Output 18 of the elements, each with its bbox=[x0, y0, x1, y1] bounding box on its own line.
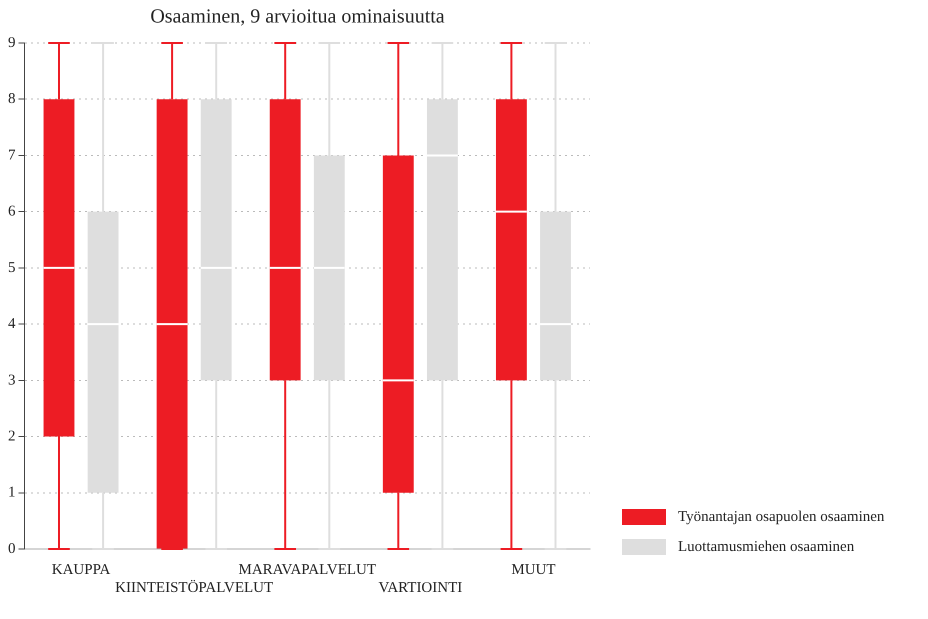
x-tick-label: KIINTEISTÖPALVELUT bbox=[115, 578, 274, 596]
legend-label: Työnantajan osapuolen osaaminen bbox=[678, 508, 884, 526]
y-tick-label: 2 bbox=[8, 428, 16, 444]
y-tick-label: 4 bbox=[8, 316, 16, 332]
x-tick-label: KAUPPA bbox=[52, 562, 111, 578]
x-tick-label: VARTIOINTI bbox=[378, 580, 462, 596]
y-tick-label: 1 bbox=[8, 484, 16, 501]
y-tick-label: 3 bbox=[8, 372, 16, 388]
y-tick-label: 7 bbox=[8, 147, 16, 164]
x-tick-label: MARAVAPALVELUT bbox=[238, 562, 376, 578]
legend-label: Luottamusmiehen osaaminen bbox=[678, 538, 854, 556]
x-tick-label: MUUT bbox=[511, 562, 556, 578]
chart-title: Osaaminen, 9 arvioitua ominaisuutta bbox=[150, 5, 445, 28]
y-tick-label: 8 bbox=[8, 91, 16, 108]
y-tick-label: 6 bbox=[8, 204, 16, 220]
y-tick-label: 9 bbox=[8, 34, 16, 51]
y-tick-label: 0 bbox=[8, 540, 16, 557]
y-tick-label: 5 bbox=[8, 260, 16, 276]
